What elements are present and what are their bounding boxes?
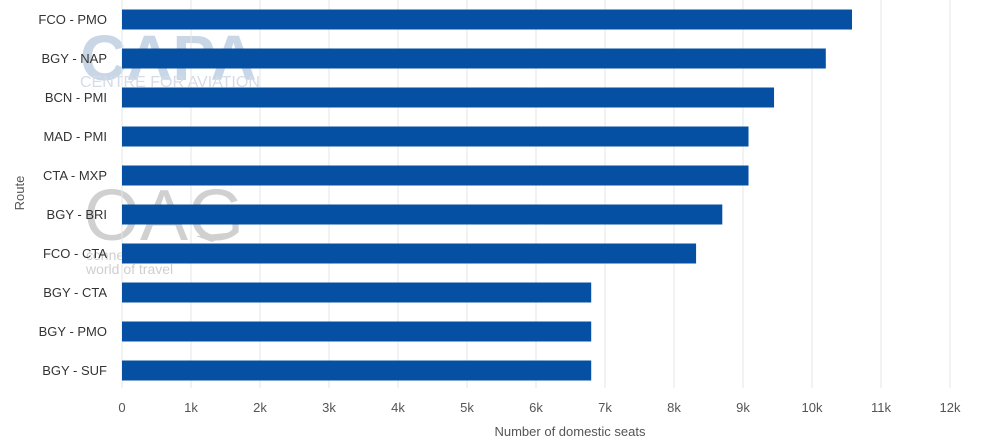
category-label: BGY - PMO xyxy=(39,324,107,339)
x-tick-label: 1k xyxy=(184,400,198,415)
bar[interactable] xyxy=(122,360,592,381)
x-tick-label: 5k xyxy=(460,400,474,415)
category-label: BGY - NAP xyxy=(41,51,107,66)
bar[interactable] xyxy=(122,204,723,225)
category-label: MAD - PMI xyxy=(43,129,107,144)
bar[interactable] xyxy=(122,126,749,147)
bar[interactable] xyxy=(122,9,853,30)
category-label: CTA - MXP xyxy=(43,168,107,183)
x-tick-label: 2k xyxy=(253,400,267,415)
x-tick-label: 10k xyxy=(802,400,823,415)
category-label: FCO - PMO xyxy=(38,12,107,27)
x-tick-label: 4k xyxy=(391,400,405,415)
svg-text:conne: conne xyxy=(86,247,124,263)
category-label: BCN - PMI xyxy=(45,90,107,105)
bar[interactable] xyxy=(122,165,749,186)
category-label: BGY - CTA xyxy=(43,285,107,300)
svg-text:world of travel: world of travel xyxy=(85,261,173,277)
category-labels: FCO - PMO BGY - NAP BCN - PMI MAD - PMI CTA … xyxy=(38,12,107,378)
x-tick-label: 12k xyxy=(940,400,961,415)
x-tick-label: 6k xyxy=(529,400,543,415)
bar[interactable] xyxy=(122,282,592,303)
category-label: BGY - BRI xyxy=(47,207,107,222)
category-label: FCO - CTA xyxy=(43,246,107,261)
bars xyxy=(122,9,853,381)
x-tick-labels: 0 1k 2k 3k 4k 5k 6k 7k 8k 9k 10k 11k 12k xyxy=(118,400,961,415)
x-tick-label: 9k xyxy=(736,400,750,415)
x-tick-label: 8k xyxy=(667,400,681,415)
x-tick-label: 3k xyxy=(322,400,336,415)
x-tick-label: 7k xyxy=(598,400,612,415)
svg-text:CENTRE FOR AVIATION: CENTRE FOR AVIATION xyxy=(80,74,260,91)
bar[interactable] xyxy=(122,87,775,108)
bar[interactable] xyxy=(122,243,697,264)
y-axis-title: Route xyxy=(12,176,27,211)
x-tick-label: 0 xyxy=(118,400,125,415)
bar[interactable] xyxy=(122,321,592,342)
category-label: BGY - SUF xyxy=(42,363,107,378)
x-axis-title: Number of domestic seats xyxy=(494,424,646,439)
bar[interactable] xyxy=(122,48,826,69)
x-tick-label: 11k xyxy=(871,400,891,415)
